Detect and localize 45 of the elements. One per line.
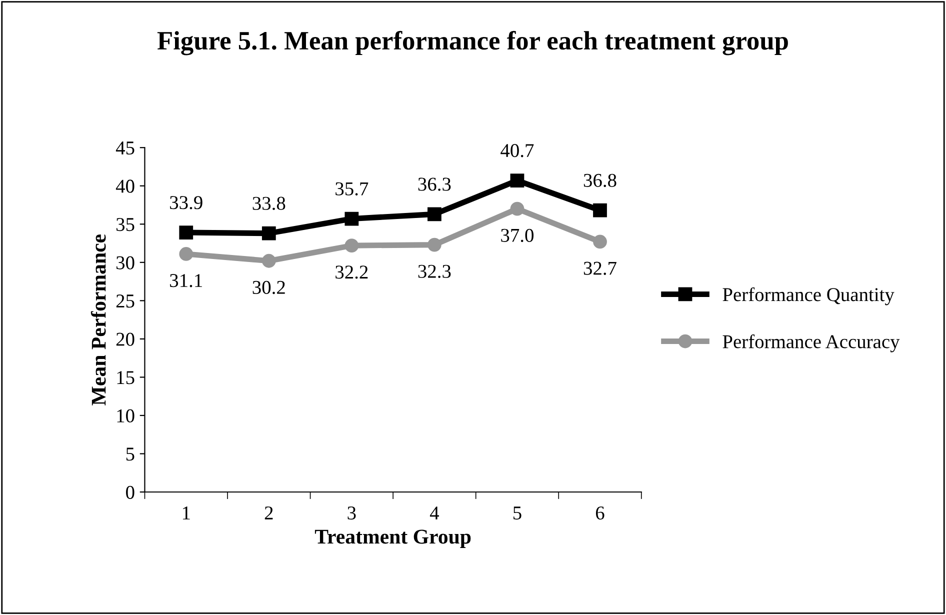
chart-title: Figure 5.1. Mean performance for each treatment group: [157, 30, 788, 56]
y-tick-label: 35: [116, 218, 134, 232]
legend-label: Performance Accuracy: [722, 334, 900, 352]
x-tick-label: 2: [264, 506, 273, 520]
point: [593, 203, 607, 218]
data-label: 32.7: [584, 262, 616, 275]
point: [510, 202, 524, 216]
point: [344, 238, 359, 253]
point: [344, 212, 359, 226]
x-axis-title: Treatment Group: [314, 530, 471, 548]
legend-label: Performance Quantity: [722, 287, 894, 306]
point: [428, 238, 442, 252]
data-label: 30.2: [252, 280, 285, 294]
x-tick-label: 1: [182, 506, 190, 520]
data-label: 40.7: [500, 144, 534, 158]
x-tick-label: 6: [596, 506, 604, 520]
point: [593, 234, 607, 249]
x-tick-label: 5: [513, 506, 522, 520]
y-tick-label: 10: [117, 409, 134, 422]
y-axis-title: Mean Performance: [90, 234, 106, 406]
y-tick-label: 5: [126, 448, 134, 461]
y-tick-label: 20: [116, 332, 134, 346]
point: [428, 207, 442, 222]
data-label: 32.3: [418, 264, 451, 278]
point: [179, 247, 194, 261]
data-label: 33.8: [252, 196, 286, 210]
y-tick-label: 40: [116, 180, 134, 193]
y-tick-label: 0: [126, 486, 134, 499]
y-tick-label: 25: [116, 294, 134, 308]
x-tick-label: 4: [430, 506, 440, 520]
data-label: 36.8: [584, 174, 616, 188]
data-label: 32.2: [336, 266, 368, 279]
data-label: 36.3: [418, 178, 451, 191]
point: [262, 226, 276, 240]
y-tick-label: 30: [116, 256, 134, 270]
data-label: 33.9: [170, 196, 202, 210]
point: [510, 174, 524, 188]
data-label: 35.7: [336, 182, 368, 196]
data-label: 31.1: [170, 274, 202, 288]
data-label: 37.0: [501, 228, 534, 242]
point: [179, 226, 194, 240]
point: [262, 254, 276, 268]
y-tick-label: 45: [116, 142, 134, 155]
x-tick-label: 3: [348, 506, 356, 520]
y-tick-label: 15: [117, 371, 134, 384]
